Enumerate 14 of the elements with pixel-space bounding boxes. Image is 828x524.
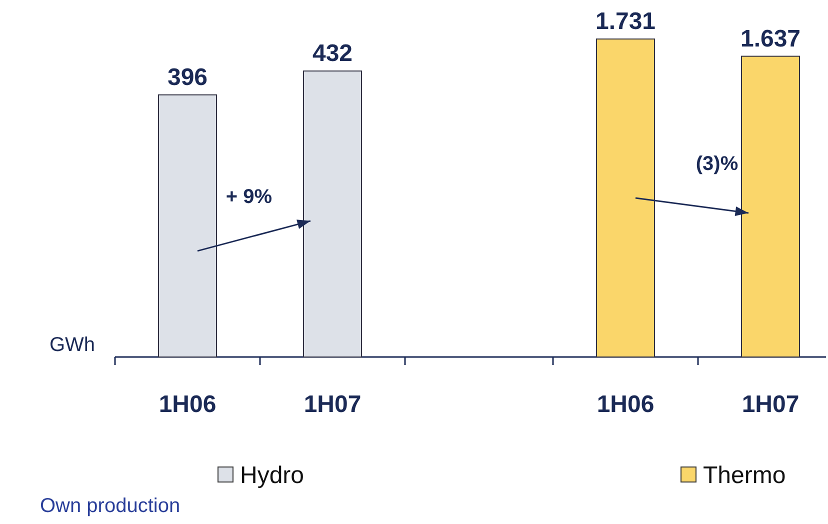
- y-axis-title: GWh: [49, 334, 95, 356]
- data-label: 432: [312, 40, 353, 67]
- legend-label: Hydro: [240, 462, 304, 489]
- annotation: + 9%: [226, 186, 272, 208]
- data-label: 396: [167, 64, 208, 91]
- text: Own production: [40, 495, 180, 517]
- x-tick-label: 1H07: [304, 391, 362, 418]
- data-label: 1.731: [595, 8, 656, 35]
- legend-label: Thermo: [703, 462, 786, 489]
- x-tick-label: 1H06: [596, 391, 654, 418]
- x-tick-label: 1H07: [742, 391, 800, 418]
- annotation: (3)%: [696, 153, 738, 175]
- x-tick-label: 1H06: [158, 391, 216, 418]
- data-label: 1.637: [740, 25, 801, 52]
